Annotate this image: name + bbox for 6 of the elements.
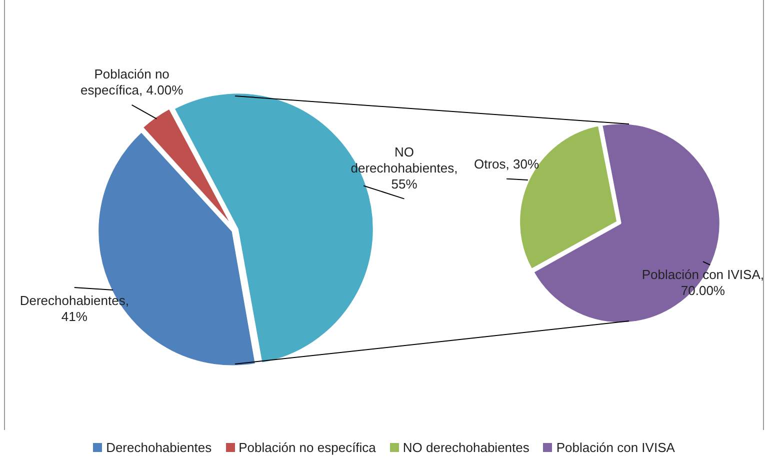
legend-label: Población con IVISA [555, 440, 675, 455]
legend-label: NO derechohabientes [402, 440, 530, 455]
data-label: Población no específica, 4.00% [80, 66, 184, 98]
legend-label: Población no específica [238, 440, 376, 455]
data-label: Otros, 30% [474, 156, 540, 172]
legend-label: Derechohabientes [105, 440, 212, 455]
